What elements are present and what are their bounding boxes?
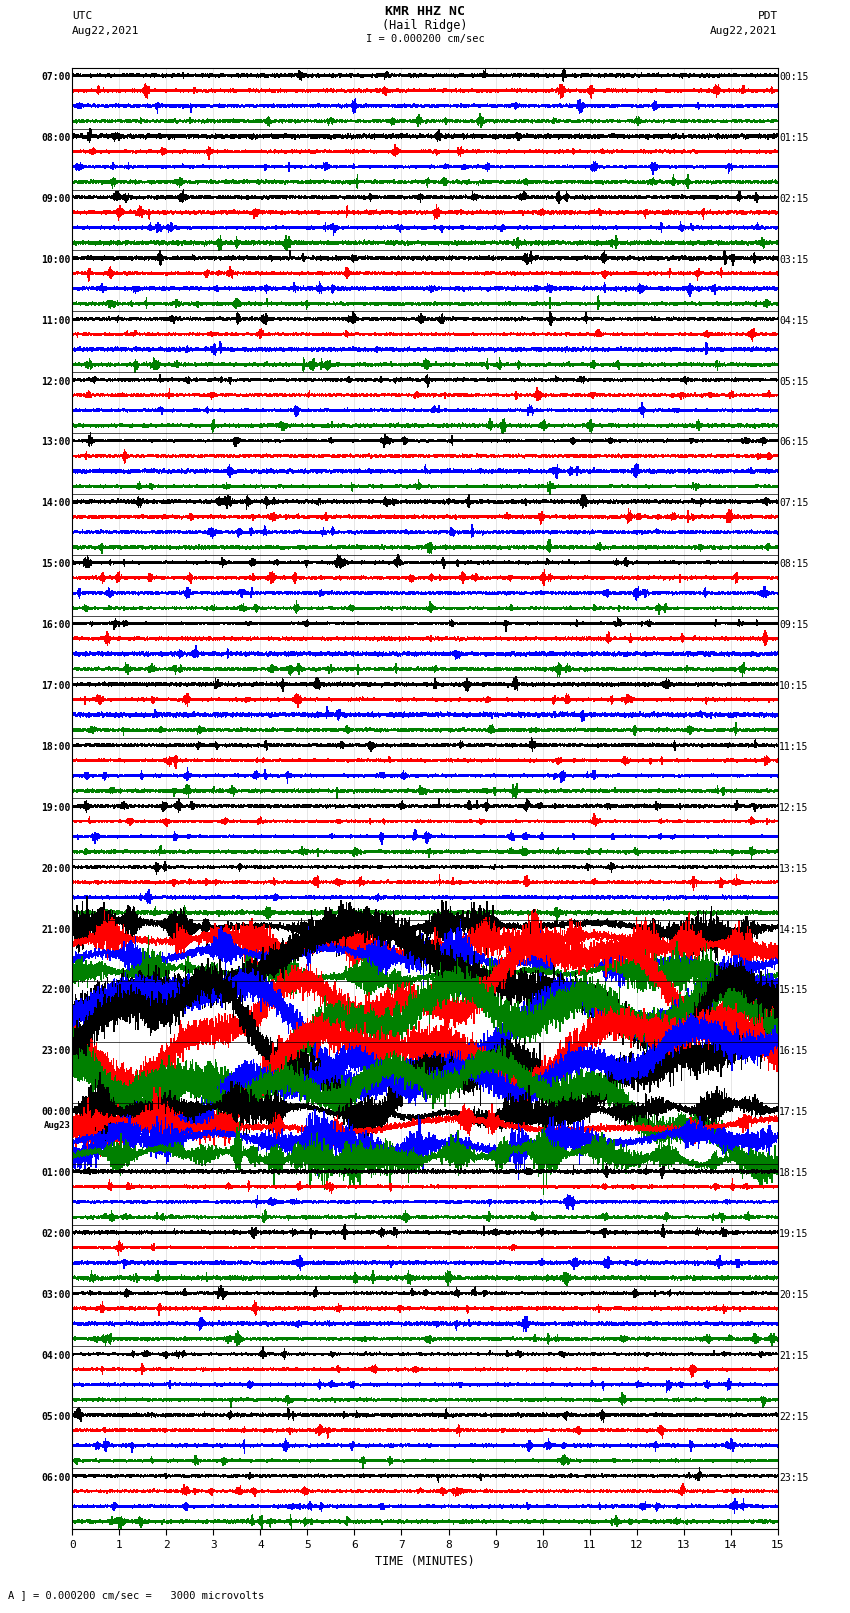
Text: 15:00: 15:00 [42,560,71,569]
Text: Aug22,2021: Aug22,2021 [711,26,778,35]
Text: 20:00: 20:00 [42,863,71,874]
Text: 03:15: 03:15 [779,255,808,265]
Text: 22:00: 22:00 [42,986,71,995]
Text: 21:00: 21:00 [42,924,71,934]
Text: 04:00: 04:00 [42,1350,71,1361]
Text: 03:00: 03:00 [42,1290,71,1300]
Text: 05:15: 05:15 [779,376,808,387]
Text: 23:15: 23:15 [779,1473,808,1482]
Text: 19:15: 19:15 [779,1229,808,1239]
Text: 06:15: 06:15 [779,437,808,447]
Text: 17:15: 17:15 [779,1107,808,1118]
Text: 20:15: 20:15 [779,1290,808,1300]
Text: 18:00: 18:00 [42,742,71,752]
Text: A ] = 0.000200 cm/sec =   3000 microvolts: A ] = 0.000200 cm/sec = 3000 microvolts [8,1590,264,1600]
Text: 01:15: 01:15 [779,132,808,144]
Text: 09:00: 09:00 [42,194,71,203]
Text: (Hail Ridge): (Hail Ridge) [382,19,468,32]
Text: 10:15: 10:15 [779,681,808,690]
Text: 08:15: 08:15 [779,560,808,569]
Text: Aug23: Aug23 [44,1121,71,1131]
Text: 02:15: 02:15 [779,194,808,203]
Text: 23:00: 23:00 [42,1047,71,1057]
Text: 12:00: 12:00 [42,376,71,387]
Text: 14:00: 14:00 [42,498,71,508]
Text: 07:00: 07:00 [42,73,71,82]
Text: 13:15: 13:15 [779,863,808,874]
Text: 11:15: 11:15 [779,742,808,752]
Text: 16:15: 16:15 [779,1047,808,1057]
Text: 18:15: 18:15 [779,1168,808,1177]
Text: Aug22,2021: Aug22,2021 [72,26,139,35]
Text: 04:15: 04:15 [779,316,808,326]
Text: 07:15: 07:15 [779,498,808,508]
Text: 02:00: 02:00 [42,1229,71,1239]
Text: 06:00: 06:00 [42,1473,71,1482]
Text: 08:00: 08:00 [42,132,71,144]
Text: 22:15: 22:15 [779,1411,808,1421]
Text: 12:15: 12:15 [779,803,808,813]
Text: I = 0.000200 cm/sec: I = 0.000200 cm/sec [366,34,484,44]
Text: 10:00: 10:00 [42,255,71,265]
Text: 00:00: 00:00 [42,1107,71,1118]
Text: 17:00: 17:00 [42,681,71,690]
Text: 19:00: 19:00 [42,803,71,813]
Text: 01:00: 01:00 [42,1168,71,1177]
Text: KMR HHZ NC: KMR HHZ NC [385,5,465,18]
Text: 15:15: 15:15 [779,986,808,995]
Text: PDT: PDT [757,11,778,21]
Text: 11:00: 11:00 [42,316,71,326]
Text: 14:15: 14:15 [779,924,808,934]
Text: UTC: UTC [72,11,93,21]
X-axis label: TIME (MINUTES): TIME (MINUTES) [375,1555,475,1568]
Text: 21:15: 21:15 [779,1350,808,1361]
Text: 13:00: 13:00 [42,437,71,447]
Text: 00:15: 00:15 [779,73,808,82]
Text: 09:15: 09:15 [779,619,808,631]
Text: 05:00: 05:00 [42,1411,71,1421]
Text: 16:00: 16:00 [42,619,71,631]
